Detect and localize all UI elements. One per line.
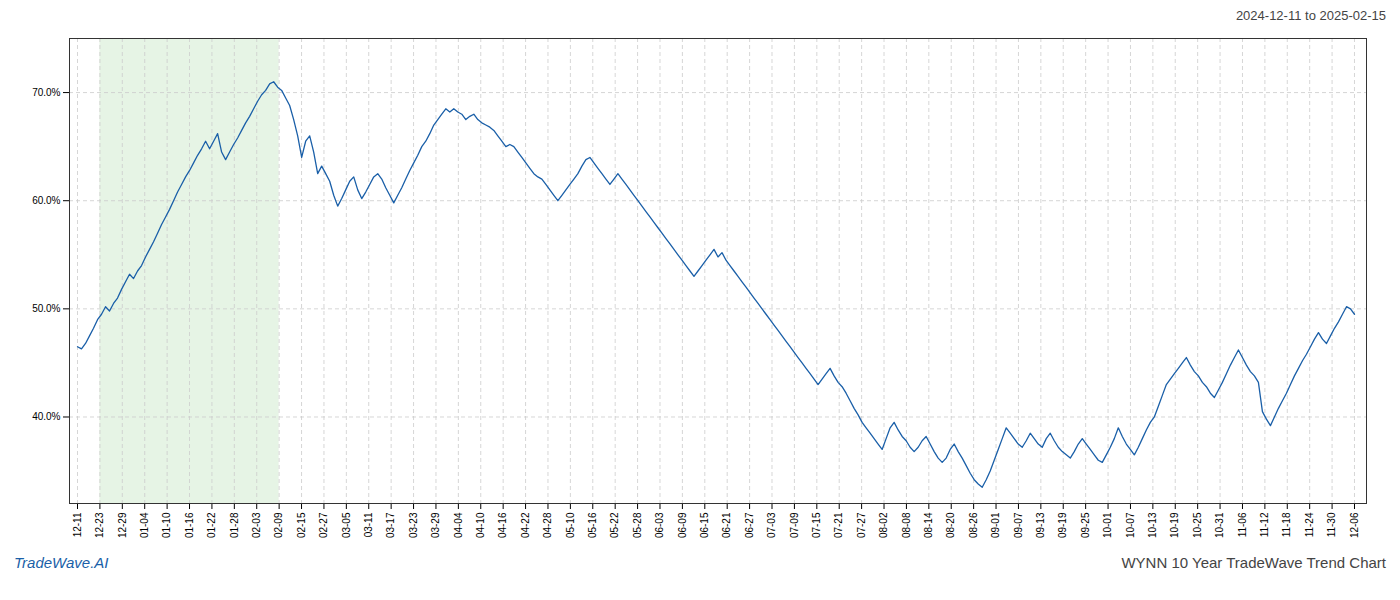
svg-text:09-01: 09-01 [990,512,1001,538]
svg-text:03-05: 03-05 [341,512,352,538]
svg-text:07-27: 07-27 [856,512,867,538]
svg-text:05-10: 05-10 [565,512,576,538]
svg-text:04-10: 04-10 [475,512,486,538]
svg-text:12-11: 12-11 [72,512,83,537]
svg-text:09-07: 09-07 [1013,512,1024,538]
svg-text:01-22: 01-22 [206,512,217,538]
svg-text:05-16: 05-16 [587,512,598,538]
svg-text:05-22: 05-22 [609,512,620,538]
svg-text:11-06: 11-06 [1237,512,1248,537]
svg-text:08-08: 08-08 [901,512,912,538]
svg-text:11-18: 11-18 [1281,512,1292,537]
svg-text:06-09: 06-09 [677,512,688,538]
svg-text:12-23: 12-23 [94,512,105,538]
svg-text:05-28: 05-28 [632,512,643,538]
svg-text:09-13: 09-13 [1035,512,1046,538]
svg-text:10-25: 10-25 [1192,512,1203,538]
svg-text:01-28: 01-28 [229,512,240,538]
svg-text:11-12: 11-12 [1259,512,1270,537]
html-text:TradeWave.AI: TradeWave.AI [14,554,109,571]
svg-text:07-03: 07-03 [766,512,777,538]
svg-text:70.0%: 70.0% [32,87,60,98]
svg-text:11-30: 11-30 [1326,512,1337,537]
svg-text:09-25: 09-25 [1080,512,1091,538]
svg-text:04-16: 04-16 [497,512,508,538]
svg-text:10-07: 10-07 [1125,512,1136,538]
svg-text:08-14: 08-14 [923,512,934,538]
svg-text:02-09: 02-09 [273,512,284,538]
svg-text:08-20: 08-20 [945,512,956,538]
svg-text:02-15: 02-15 [296,512,307,538]
svg-text:12-29: 12-29 [117,512,128,538]
svg-text:12-06: 12-06 [1349,512,1360,538]
svg-text:60.0%: 60.0% [32,195,60,206]
svg-text:03-11: 03-11 [363,512,374,537]
svg-text:01-04: 01-04 [139,512,150,538]
svg-text:40.0%: 40.0% [32,411,60,422]
svg-text:03-17: 03-17 [385,512,396,538]
svg-text:06-21: 06-21 [721,512,732,538]
svg-text:10-01: 10-01 [1102,512,1113,538]
svg-text:01-10: 01-10 [161,512,172,538]
html-text:WYNN 10 Year TradeWave Trend C: WYNN 10 Year TradeWave Trend Chart [1121,554,1386,571]
svg-text:04-22: 04-22 [520,512,531,538]
svg-text:02-03: 02-03 [251,512,262,538]
svg-text:07-09: 07-09 [789,512,800,538]
svg-text:02-27: 02-27 [318,512,329,538]
svg-text:08-02: 08-02 [878,512,889,538]
svg-text:10-13: 10-13 [1147,512,1158,538]
svg-text:11-24: 11-24 [1304,512,1315,537]
svg-text:08-26: 08-26 [968,512,979,538]
svg-text:06-27: 06-27 [744,512,755,538]
svg-text:03-29: 03-29 [430,512,441,538]
svg-text:09-19: 09-19 [1057,512,1068,538]
svg-text:10-19: 10-19 [1169,512,1180,538]
svg-text:50.0%: 50.0% [32,303,60,314]
svg-text:04-28: 04-28 [542,512,553,538]
svg-text:06-15: 06-15 [699,512,710,538]
svg-text:01-16: 01-16 [184,512,195,538]
svg-text:06-03: 06-03 [654,512,665,538]
svg-text:07-15: 07-15 [811,512,822,538]
svg-text:10-31: 10-31 [1214,512,1225,538]
svg-text:04-04: 04-04 [453,512,464,538]
html-text:2024-12-11 to 2025-02-15: 2024-12-11 to 2025-02-15 [1235,8,1386,23]
svg-text:03-23: 03-23 [408,512,419,538]
svg-text:07-21: 07-21 [833,512,844,538]
